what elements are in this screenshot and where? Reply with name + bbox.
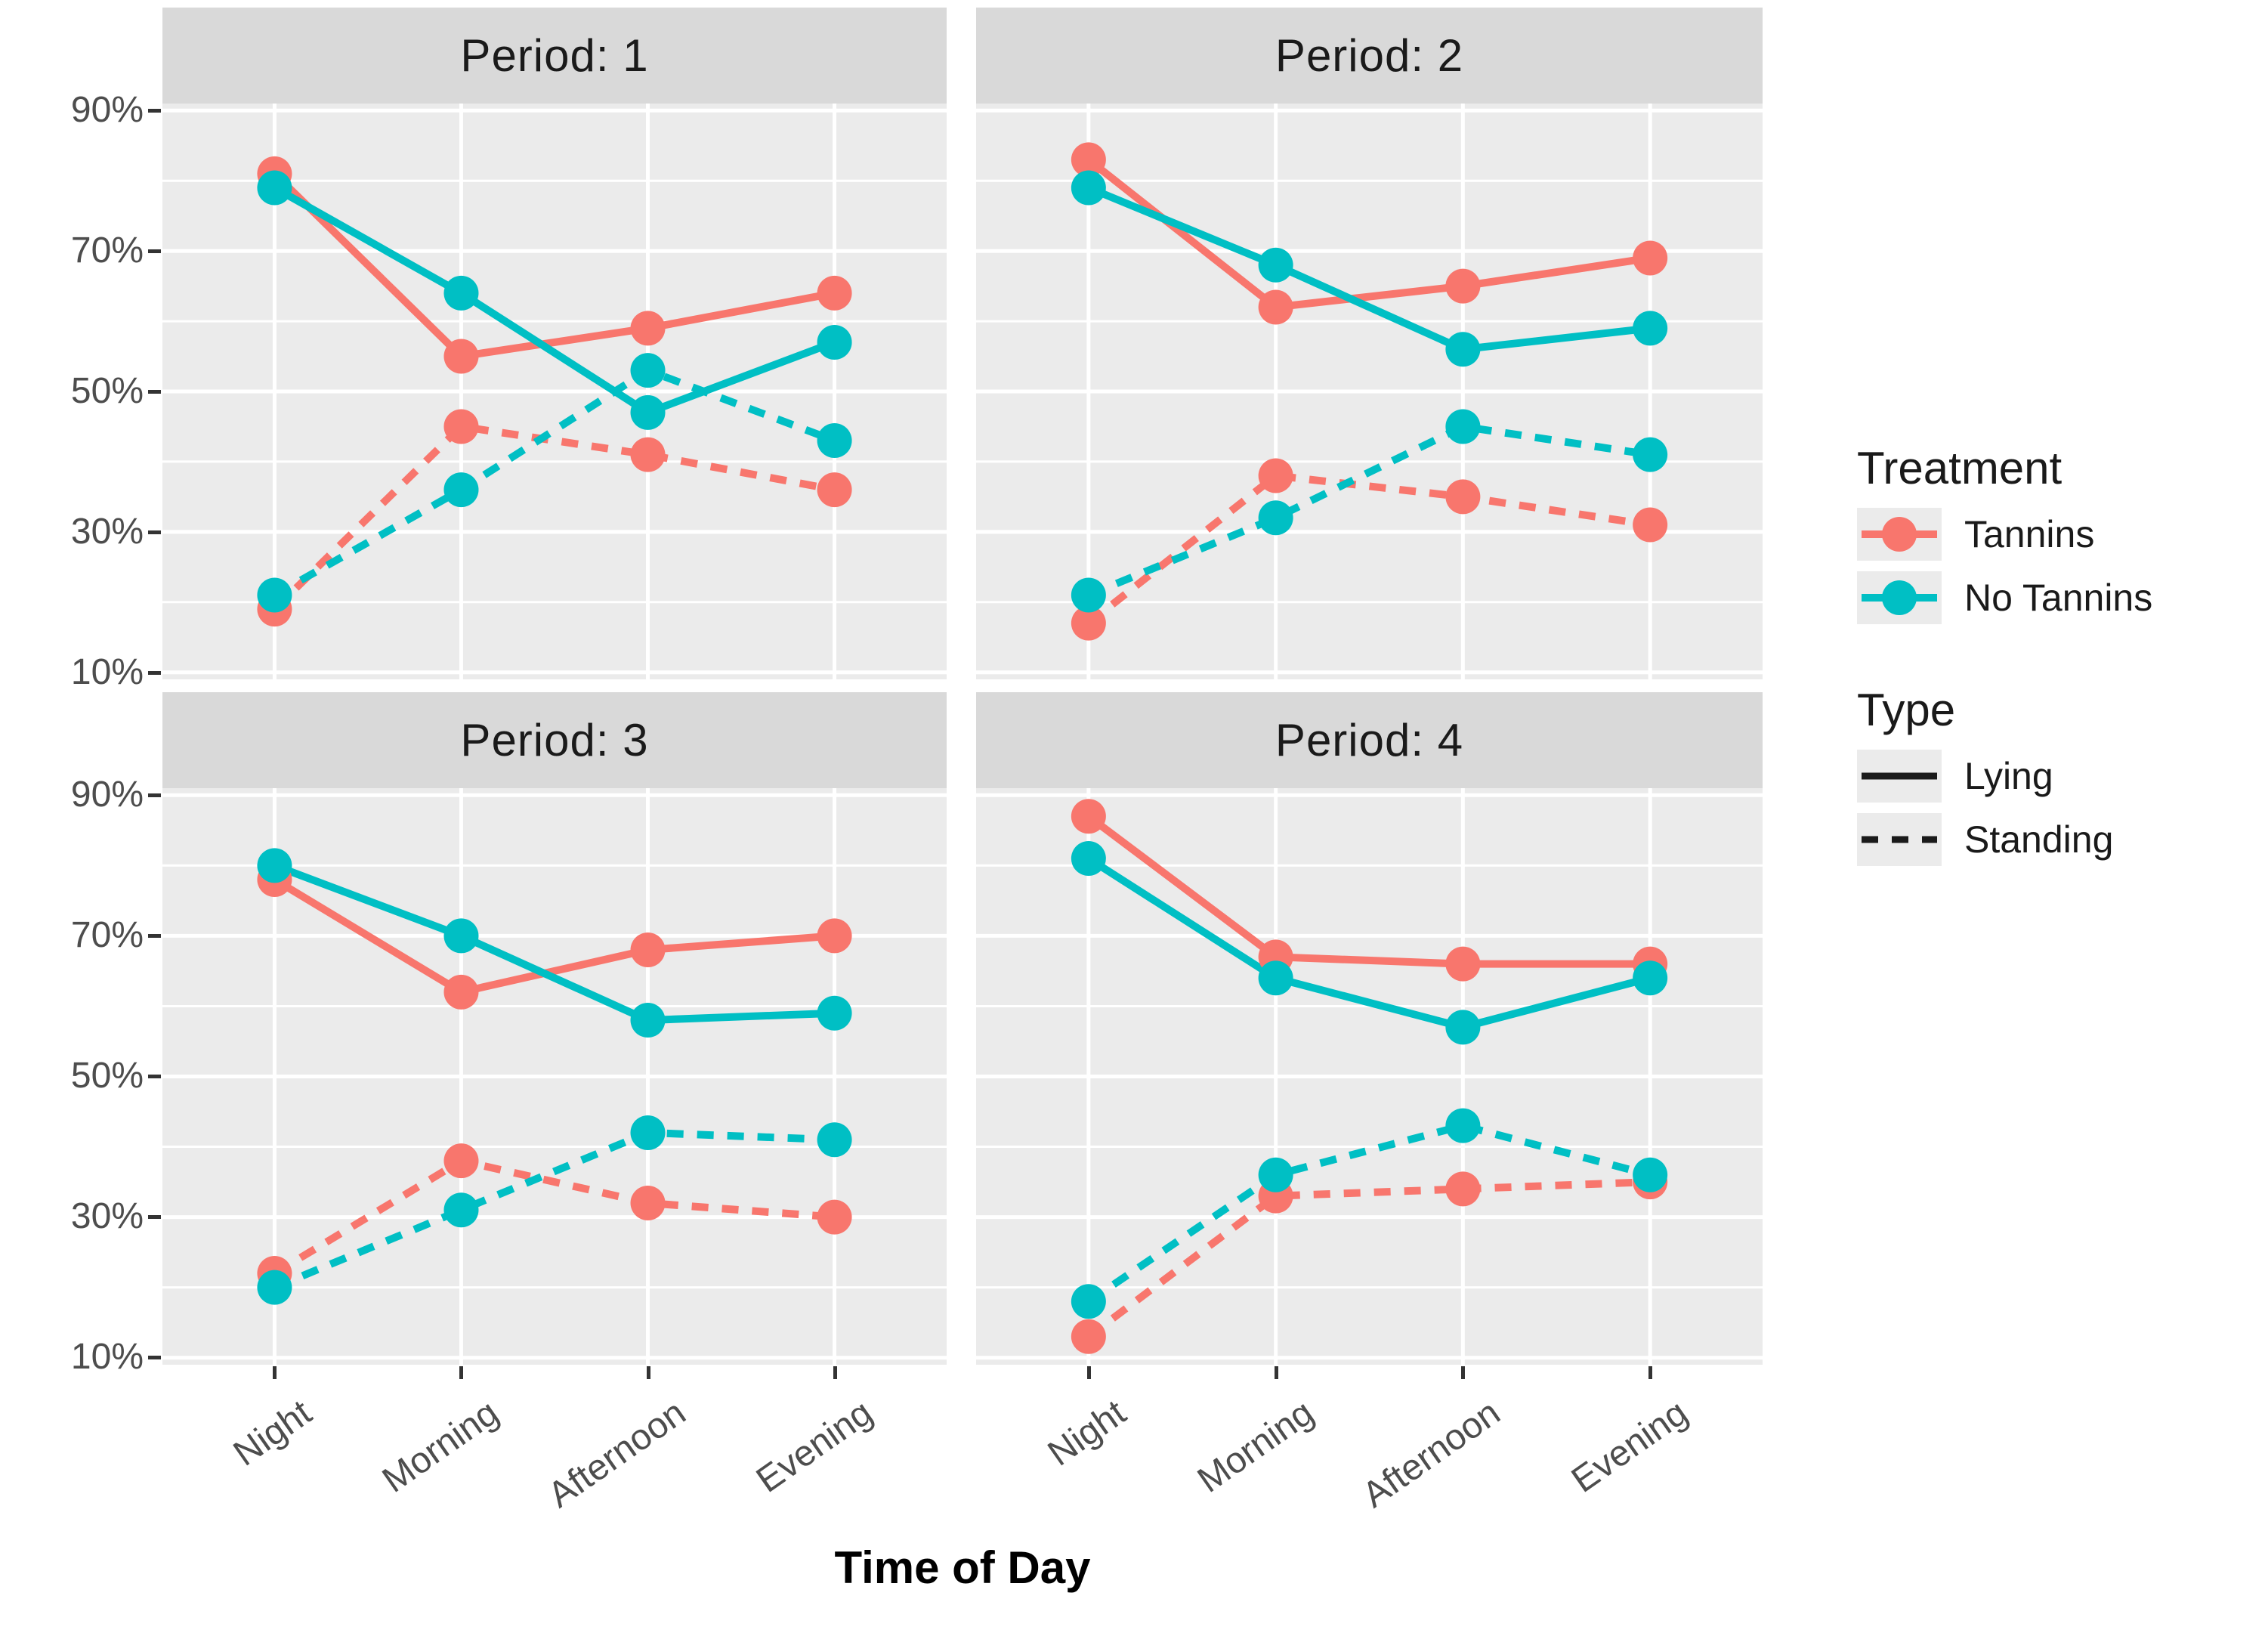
facet-period-3: Period: 3 [162,692,947,1365]
x-tick-mark [1275,1366,1278,1379]
y-axis-tick-label: 30% [70,1196,144,1236]
facet-strip-label: Period: 4 [976,692,1763,788]
x-axis-category-label: Evening [1564,1392,1695,1501]
y-tick-mark [148,793,161,797]
y-axis-tick-label: 50% [70,1056,144,1096]
facet-strip-label: Period: 1 [162,8,947,104]
x-axis-category-label: Evening [749,1392,879,1501]
y-tick-mark [148,934,161,938]
y-tick-mark [148,1075,161,1078]
y-axis-tick-label: 70% [70,915,144,955]
x-tick-mark [1087,1366,1091,1379]
x-tick-mark [647,1366,650,1379]
legend-label-lying: Lying [1964,755,2053,797]
legend-key-standing [1857,813,1942,866]
legend-title-type: Type [1857,685,1956,735]
y-axis-tick-label: 10% [70,1337,144,1377]
legend-label-no-tannins: No Tannins [1964,577,2153,619]
y-tick-mark [148,671,161,675]
x-tick-mark [459,1366,463,1379]
lying-key-glyph-icon [1862,772,1937,780]
legend-key-lying [1857,750,1942,803]
y-axis-tick-label: 50% [70,371,144,411]
legend-key-no-tannins [1857,571,1942,624]
panel-plot-area-period-1 [162,104,947,679]
facet-period-4: Period: 4 [976,692,1763,1365]
tannins-key-glyph-icon [1862,517,1937,552]
y-tick-mark [148,530,161,534]
x-axis-category-label: Night [226,1392,319,1474]
y-tick-mark [148,1356,161,1359]
facet-period-1: Period: 1 [162,8,947,679]
y-axis-tick-label: 90% [70,90,144,130]
y-axis-tick-label: 10% [70,652,144,692]
y-axis-tick-label: 70% [70,230,144,271]
y-tick-mark [148,1215,161,1219]
y-tick-mark [148,249,161,253]
x-axis-title: Time of Day [834,1542,1091,1593]
x-axis-category-label: Morning [1190,1392,1321,1501]
x-tick-mark [1648,1366,1652,1379]
panel-plot-area-period-2 [976,104,1763,679]
legend-key-tannins [1857,508,1942,561]
facet-strip-label: Period: 2 [976,8,1763,104]
x-tick-mark [1461,1366,1465,1379]
panel-plot-area-period-4 [976,788,1763,1365]
x-axis-category-label: Afternoon [541,1392,693,1516]
x-axis-category-label: Night [1040,1392,1133,1474]
x-axis-category-label: Afternoon [1355,1392,1507,1516]
y-tick-mark [148,109,161,113]
y-axis-tick-label: 90% [70,775,144,815]
x-tick-mark [833,1366,837,1379]
panel-plot-area-period-3 [162,788,947,1365]
x-tick-mark [273,1366,277,1379]
y-axis-tick-label: 30% [70,512,144,552]
facet-strip-label: Period: 3 [162,692,947,788]
legend-label-tannins: Tannins [1964,513,2095,555]
x-axis-category-label: Morning [375,1392,505,1501]
legend-label-standing: Standing [1964,818,2114,861]
legend-title-treatment: Treatment [1857,443,2063,493]
standing-key-glyph-icon [1862,836,1937,843]
no-tannins-key-glyph-icon [1862,580,1937,615]
facet-period-2: Period: 2 [976,8,1763,679]
y-tick-mark [148,390,161,394]
